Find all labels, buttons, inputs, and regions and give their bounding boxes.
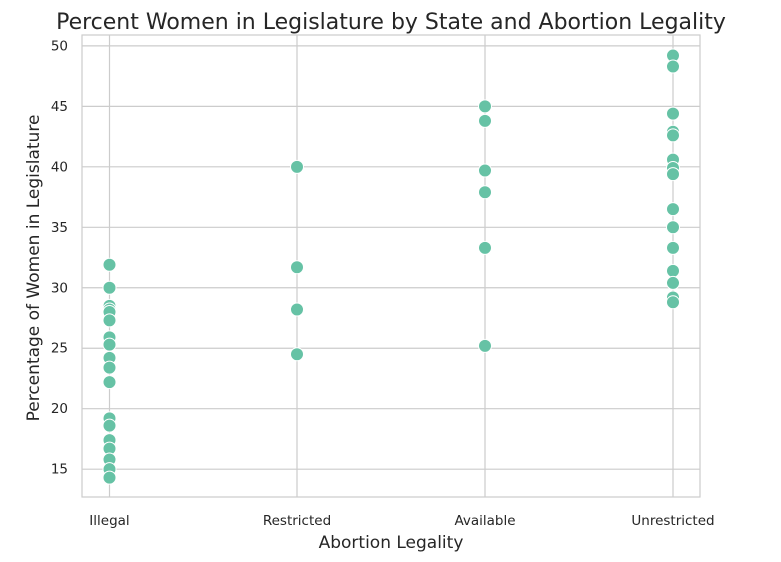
scatter-point	[102, 418, 117, 433]
y-axis-label: Percentage of Women in Legislature	[24, 115, 44, 422]
y-tick-label: 35	[51, 220, 68, 236]
scatter-point	[102, 280, 117, 295]
scatter-point	[666, 263, 680, 278]
y-tick-labels: 15 20 25 30 35 40 45 50	[51, 38, 68, 477]
scatter-point	[102, 375, 117, 390]
scatter-point	[102, 360, 117, 375]
scatter-point	[666, 128, 680, 143]
y-tick-label: 25	[51, 341, 68, 357]
x-tick-labels: Illegal Restricted Available Unrestricted	[89, 513, 714, 529]
scatter-point	[666, 106, 680, 121]
scatter-point	[290, 260, 304, 275]
chart-title: Percent Women in Legislature by State an…	[56, 10, 726, 35]
scatter-point	[478, 113, 492, 128]
scatter-point	[666, 59, 680, 74]
scatter-point	[666, 275, 680, 290]
x-tick-label: Illegal	[89, 513, 129, 529]
grid-layer	[82, 35, 700, 497]
scatter-point	[666, 202, 680, 217]
y-tick-label: 15	[51, 462, 68, 478]
scatter-point	[666, 295, 680, 310]
scatter-point	[478, 240, 492, 255]
scatter-point	[290, 159, 304, 174]
scatter-point	[666, 240, 680, 255]
scatter-point	[102, 337, 117, 352]
y-tick-label: 30	[51, 280, 68, 296]
scatter-point	[290, 302, 304, 317]
scatter-point	[102, 470, 117, 485]
points-layer	[102, 48, 680, 485]
y-tick-label: 40	[51, 159, 68, 175]
scatter-point	[478, 338, 492, 353]
scatter-point	[478, 99, 492, 114]
scatter-point	[290, 347, 304, 362]
scatter-point	[666, 220, 680, 235]
scatter-point	[102, 257, 117, 272]
x-tick-label: Available	[454, 513, 515, 529]
plot-frame	[81, 34, 701, 498]
scatter-point	[666, 167, 680, 182]
y-tick-label: 45	[51, 99, 68, 115]
y-tick-label: 50	[51, 38, 68, 54]
y-tick-label: 20	[51, 401, 68, 417]
x-tick-label: Restricted	[263, 513, 331, 529]
scatter-point	[478, 163, 492, 178]
x-tick-label: Unrestricted	[631, 513, 714, 529]
scatter-point	[102, 313, 117, 328]
x-axis-label: Abortion Legality	[319, 533, 464, 553]
scatter-point	[478, 185, 492, 200]
